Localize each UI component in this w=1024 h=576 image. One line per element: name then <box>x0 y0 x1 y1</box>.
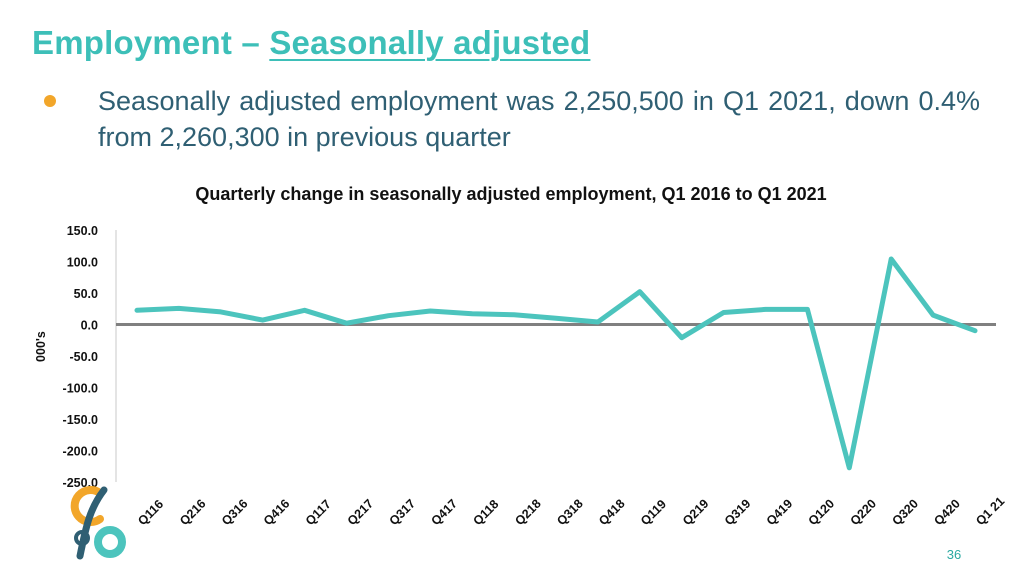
y-axis-title: 000's <box>34 331 48 362</box>
logo-navy-loop <box>74 530 90 546</box>
x-tick-label: Q117 <box>303 497 334 528</box>
slide-title-main: Employment – <box>32 24 270 61</box>
x-tick-label: Q316 <box>219 497 251 529</box>
x-tick-label: Q116 <box>135 497 166 528</box>
logo-navy-stroke <box>76 486 108 560</box>
bullet-dot-icon <box>44 95 56 107</box>
slide-title-sub: Seasonally adjusted <box>269 24 591 61</box>
x-tick-label: Q418 <box>596 497 628 529</box>
organisation-logo <box>70 486 126 560</box>
y-tick-label: -200.0 <box>63 445 98 459</box>
x-tick-label: Q119 <box>638 497 669 528</box>
series-line <box>134 256 978 471</box>
y-tick-label: -50.0 <box>70 350 99 364</box>
x-tick-label: Q217 <box>345 497 377 529</box>
x-tick-label: Q120 <box>806 497 838 529</box>
x-tick-label: Q219 <box>680 497 712 529</box>
y-tick-label: 50.0 <box>74 287 98 301</box>
y-tick-label: -150.0 <box>63 413 98 427</box>
x-tick-label: Q218 <box>512 497 544 529</box>
x-tick-label: Q220 <box>848 497 880 529</box>
x-tick-label: Q417 <box>429 497 461 529</box>
slide-title: Employment – Seasonally adjusted <box>32 24 590 62</box>
x-tick-label: Q1 21 <box>973 494 1007 528</box>
x-tick-label: Q420 <box>931 497 963 529</box>
chart-title: Quarterly change in seasonally adjusted … <box>0 184 1024 205</box>
y-tick-label: 150.0 <box>67 224 98 238</box>
chart-title-text: Quarterly change in seasonally adjusted … <box>195 184 827 204</box>
x-tick-label: Q317 <box>387 497 419 529</box>
x-tick-label: Q318 <box>554 497 586 529</box>
page-number: 36 <box>946 547 962 562</box>
bullet-text: Seasonally adjusted employment was 2,250… <box>98 86 980 152</box>
x-tick-label: Q320 <box>889 497 921 529</box>
x-tick-label: Q118 <box>470 497 501 528</box>
x-tick-label: Q416 <box>261 497 293 529</box>
y-tick-label: 0.0 <box>81 319 98 333</box>
y-tick-label: 100.0 <box>67 256 98 270</box>
y-tick-label: -100.0 <box>63 382 98 396</box>
x-tick-label: Q319 <box>722 497 754 529</box>
x-tick-label: Q216 <box>177 497 209 529</box>
logo-teal-circle <box>94 526 126 558</box>
x-tick-label: Q419 <box>764 497 796 529</box>
